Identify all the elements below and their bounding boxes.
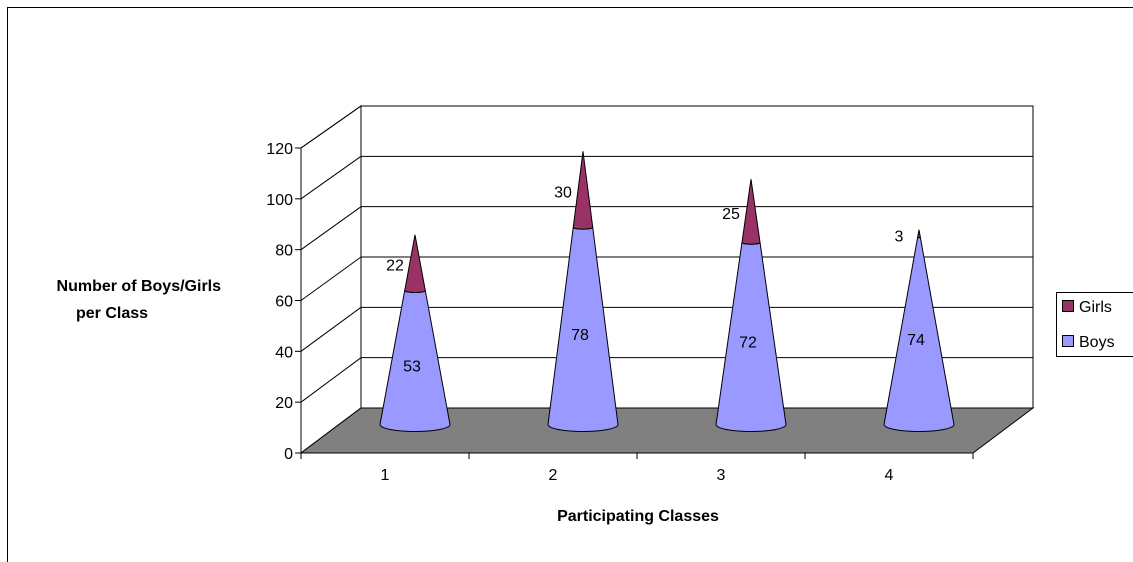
cone [715,179,787,432]
gridline-side [300,155,362,200]
y-tick-label: 40 [275,344,293,361]
x-tick-label: 3 [717,467,726,484]
y-axis-ticks: 0 20 40 60 80 100 120 [266,141,302,463]
legend-swatch-boys [1062,335,1074,347]
legend: Girls Boys [1056,292,1133,357]
y-tick-label: 0 [284,446,293,463]
cone-bars [379,151,955,432]
cone-segment-girls [741,179,761,245]
x-axis-title: Participating Classes [557,508,719,525]
data-label-girls: 3 [895,229,904,246]
legend-label-boys: Boys [1079,334,1115,351]
y-tick-label: 100 [266,192,293,209]
x-tick-label: 1 [381,467,390,484]
data-label-girls: 30 [554,184,572,201]
data-label-girls: 25 [722,206,740,223]
x-tick-label: 2 [549,467,558,484]
y-axis-title-line-1: Number of Boys/Girls [57,278,222,295]
y-tick-label: 60 [275,294,293,311]
data-labels: 53 22 78 30 72 25 74 3 [386,184,925,375]
y-axis-title-line-2: per Class [76,305,148,322]
gridline-side [300,306,362,352]
cone-segment-girls [572,151,594,230]
gridline-side [300,357,362,403]
cone [379,234,451,432]
cone [883,229,955,432]
data-label-boys: 74 [907,332,925,349]
gridline-side [300,256,362,301]
y-tick-label: 120 [266,141,293,158]
gridline-side [300,105,362,149]
data-label-girls: 22 [386,258,404,275]
y-tick-label: 80 [275,243,293,260]
data-label-boys: 72 [739,334,757,351]
cone-segment-girls [917,229,921,239]
cone [547,151,619,432]
side-wall [300,105,362,454]
legend-label-girls: Girls [1079,299,1112,316]
y-tick-label: 20 [275,395,293,412]
data-label-boys: 53 [403,358,421,375]
gridline-side [300,206,362,251]
x-tick-label: 4 [885,467,894,484]
legend-swatch-girls [1062,300,1074,312]
y-axis-title: Number of Boys/Girls per Class [57,278,226,322]
x-axis: 1 2 3 4 [300,452,974,484]
data-label-boys: 78 [571,327,589,344]
cone-segment-girls [404,234,426,293]
